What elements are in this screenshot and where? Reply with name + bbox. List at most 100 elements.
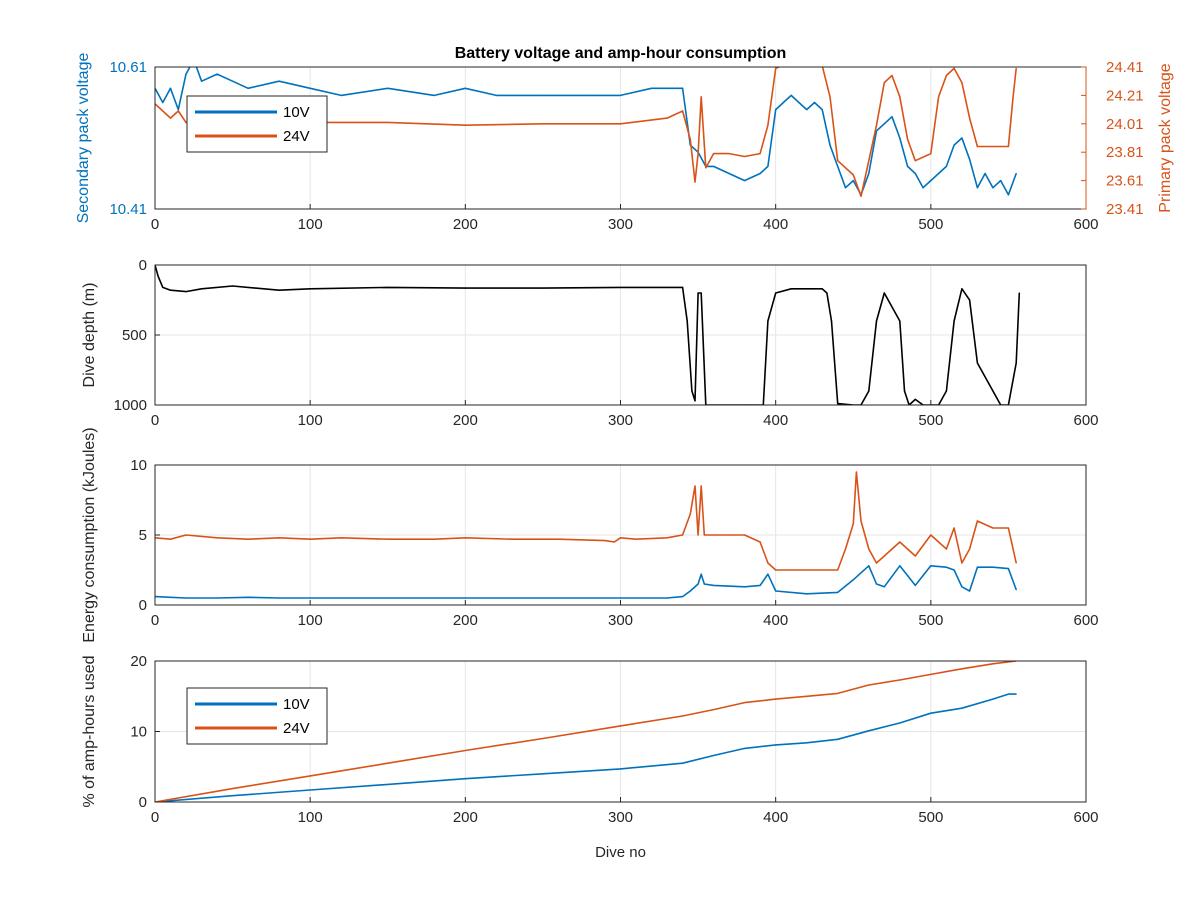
data-point — [961, 668, 963, 670]
data-point — [829, 96, 831, 98]
data-point — [278, 80, 280, 82]
data-point — [697, 534, 699, 536]
data-point — [790, 288, 792, 290]
data-point — [169, 117, 172, 119]
y-right-tick-label: 23.81 — [1106, 144, 1144, 161]
series-line-10v — [155, 693, 1017, 802]
x-tick-label: 100 — [298, 809, 323, 826]
x-tick-label: 0 — [151, 612, 159, 629]
series-line-10v — [155, 67, 1017, 196]
data-point — [775, 744, 777, 746]
data-point — [604, 540, 606, 542]
data-point — [868, 565, 870, 567]
data-point — [613, 541, 615, 543]
data-point — [992, 145, 994, 148]
data-point — [899, 722, 901, 724]
legend-label-10v: 10V — [283, 696, 310, 713]
data-point — [961, 562, 963, 564]
data-point — [185, 534, 187, 536]
data-point — [650, 87, 653, 89]
data-point — [767, 320, 769, 322]
data-point — [201, 288, 203, 290]
data-point — [969, 548, 971, 550]
data-point — [387, 538, 389, 540]
data-point — [976, 520, 979, 522]
x-tick-label: 100 — [298, 612, 323, 629]
data-point — [619, 94, 622, 96]
data-point — [961, 82, 963, 84]
data-point — [1007, 568, 1010, 570]
data-point — [938, 172, 940, 175]
data-point — [309, 87, 311, 89]
data-point — [1015, 362, 1017, 364]
data-point — [930, 534, 932, 536]
data-point — [899, 565, 901, 567]
data-point — [340, 537, 342, 539]
x-tick-label: 600 — [1073, 612, 1098, 629]
data-point — [162, 286, 164, 288]
data-point — [169, 538, 172, 540]
data-point — [875, 130, 878, 132]
data-point — [464, 124, 466, 126]
data-point — [666, 537, 668, 539]
data-point — [689, 138, 691, 140]
y-right-tick-label: 23.41 — [1106, 201, 1144, 218]
y-tick-label: 10 — [130, 457, 147, 474]
data-point — [682, 286, 684, 288]
data-point — [821, 288, 823, 290]
data-point — [953, 67, 955, 69]
data-point — [177, 109, 179, 111]
data-point — [976, 566, 979, 568]
y-axis-label: Secondary pack voltage — [75, 53, 92, 224]
data-point — [162, 101, 164, 104]
data-point — [1018, 292, 1020, 294]
series-group — [155, 471, 1017, 599]
data-point — [1015, 693, 1017, 695]
data-point — [495, 94, 497, 96]
data-point — [185, 291, 187, 293]
data-point — [697, 292, 699, 294]
data-point — [976, 187, 979, 189]
data-point — [464, 778, 466, 780]
data-point — [883, 586, 885, 588]
series-group — [155, 661, 1017, 802]
data-point — [883, 123, 885, 125]
data-point — [744, 534, 746, 536]
data-point — [875, 583, 878, 585]
data-point — [860, 195, 862, 197]
x-tick-label: 400 — [763, 809, 788, 826]
data-point — [464, 597, 466, 599]
x-tick-label: 500 — [918, 216, 943, 233]
data-point — [945, 165, 948, 167]
data-point — [899, 541, 901, 543]
data-point — [387, 286, 389, 288]
data-point — [806, 742, 808, 744]
data-point — [868, 684, 870, 686]
x-tick-label: 300 — [608, 809, 633, 826]
data-point — [1015, 562, 1017, 564]
x-tick-label: 100 — [298, 216, 323, 233]
data-point — [899, 679, 901, 681]
data-point — [821, 109, 823, 111]
data-point — [542, 94, 544, 96]
data-point — [969, 158, 971, 160]
data-point — [713, 534, 715, 536]
y-right-tick-label: 24.21 — [1106, 87, 1144, 104]
data-point — [953, 569, 955, 571]
data-point — [1012, 96, 1014, 98]
data-point — [775, 569, 777, 571]
x-tick-label: 300 — [608, 412, 633, 429]
data-point — [914, 160, 916, 162]
data-point — [992, 566, 994, 568]
data-point — [247, 596, 249, 598]
data-point — [387, 597, 389, 599]
data-point — [713, 584, 715, 587]
data-point — [791, 61, 792, 62]
data-point — [852, 180, 854, 182]
data-point — [992, 663, 994, 665]
data-point — [806, 593, 808, 595]
data-point — [1015, 589, 1017, 591]
y-tick-label: 10.61 — [109, 59, 147, 76]
data-point — [837, 692, 839, 695]
